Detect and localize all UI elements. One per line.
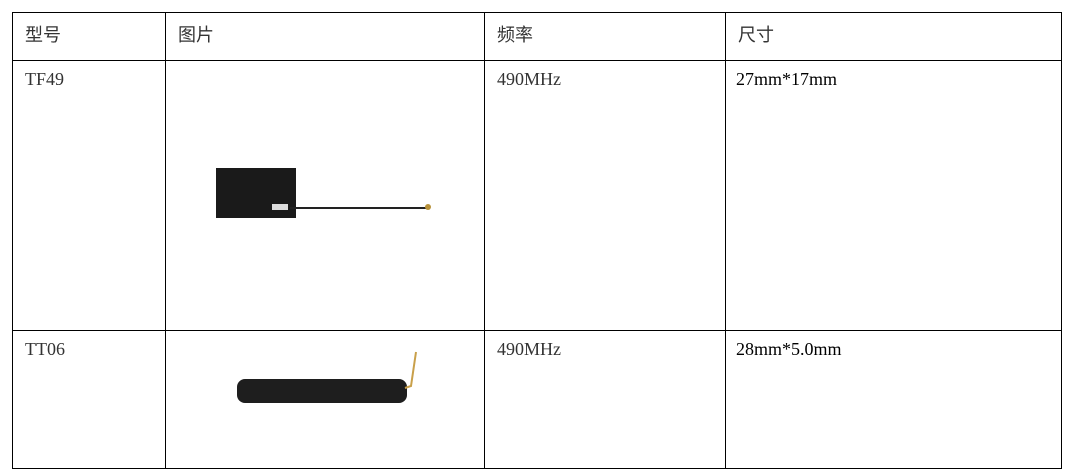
spec-table: 型号 图片 频率 尺寸 TF49 490MHz 27mm*17mm TT06 4…	[12, 12, 1062, 469]
size-cell: 28mm*5.0mm	[725, 330, 1062, 469]
header-cell: 图片	[165, 12, 485, 61]
model-cell: TT06	[12, 330, 166, 469]
frequency-cell: 490MHz	[484, 330, 726, 469]
header-cell: 频率	[484, 12, 726, 61]
model-cell: TF49	[12, 60, 166, 331]
image-cell	[165, 60, 485, 331]
header-cell: 型号	[12, 12, 166, 61]
table-row: TF49 490MHz 27mm*17mm	[12, 60, 1062, 331]
header-row: 型号 图片 频率 尺寸	[12, 12, 1062, 61]
size-cell: 27mm*17mm	[725, 60, 1062, 331]
frequency-cell: 490MHz	[484, 60, 726, 331]
table-row: TT06 490MHz 28mm*5.0mm	[12, 330, 1062, 469]
header-cell: 尺寸	[725, 12, 1062, 61]
image-cell	[165, 330, 485, 469]
